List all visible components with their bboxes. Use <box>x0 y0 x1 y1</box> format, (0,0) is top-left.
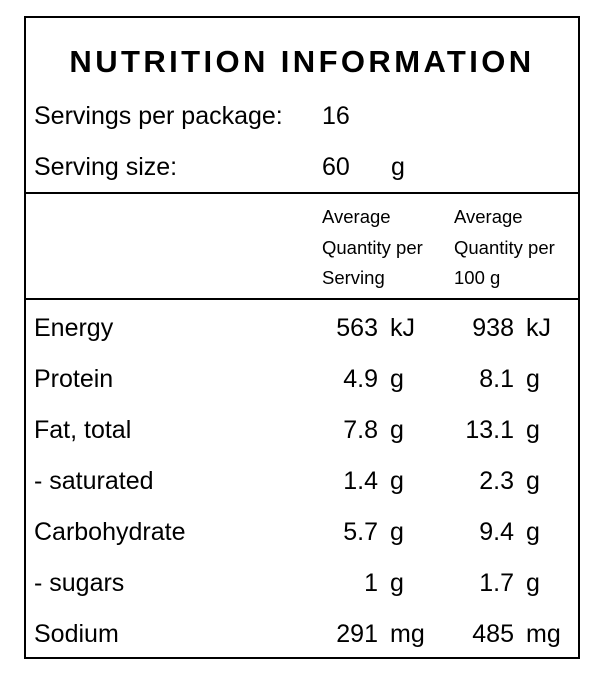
per-100g-value: 485 <box>472 620 514 648</box>
per-100g-value: 9.4 <box>479 518 514 546</box>
column-header-line: Quantity per <box>454 236 555 258</box>
per-100g-unit: g <box>526 518 540 546</box>
per-100g-value: 2.3 <box>479 467 514 495</box>
per-serving-value: 4.9 <box>343 365 378 393</box>
nutrient-name: Fat, total <box>34 416 132 444</box>
per-serving-unit: g <box>390 365 404 393</box>
nutrient-name: Protein <box>34 365 114 393</box>
column-header-per-serving: Average Quantity per Serving <box>322 202 452 294</box>
serving-size-unit: g <box>391 153 405 181</box>
servings-per-package-value: 16 <box>322 102 350 130</box>
per-100g-value: 1.7 <box>479 569 514 597</box>
per-serving-value: 5.7 <box>343 518 378 546</box>
per-serving-value: 1.4 <box>343 467 378 495</box>
per-100g-unit: g <box>526 569 540 597</box>
nutrient-row-sugars: - sugars 1 g 1.7 g <box>26 569 578 620</box>
nutrient-name: - saturated <box>34 467 154 495</box>
per-100g-unit: mg <box>526 620 561 648</box>
per-serving-value: 291 <box>336 620 378 648</box>
per-serving-value: 7.8 <box>343 416 378 444</box>
nutrient-name: - sugars <box>34 569 125 597</box>
nutrient-row-energy: Energy 563 kJ 938 kJ <box>26 314 578 365</box>
column-header-line: Serving <box>322 267 385 288</box>
per-serving-unit: g <box>390 569 404 597</box>
per-serving-unit: mg <box>390 620 425 648</box>
per-serving-unit: g <box>390 467 404 495</box>
nutrient-row-sodium: Sodium 291 mg 485 mg <box>26 620 578 671</box>
servings-per-package-label: Servings per package: <box>34 102 283 130</box>
nutrient-row-fat-total: Fat, total 7.8 g 13.1 g <box>26 416 578 467</box>
per-100g-unit: g <box>526 416 540 444</box>
per-100g-value: 13.1 <box>465 416 514 444</box>
per-100g-unit: g <box>526 467 540 495</box>
per-serving-unit: g <box>390 416 404 444</box>
nutrient-row-protein: Protein 4.9 g 8.1 g <box>26 365 578 416</box>
column-header-line: Quantity per <box>322 236 423 258</box>
nutrient-row-saturated: - saturated 1.4 g 2.3 g <box>26 467 578 518</box>
per-serving-unit: g <box>390 518 404 546</box>
column-header-per-100g: Average Quantity per 100 g <box>454 202 584 294</box>
nutrient-name: Carbohydrate <box>34 518 186 546</box>
per-100g-unit: g <box>526 365 540 393</box>
per-100g-value: 8.1 <box>479 365 514 393</box>
column-header-line: Average <box>322 206 391 227</box>
divider-header <box>26 298 578 300</box>
per-serving-unit: kJ <box>390 314 415 342</box>
nutrient-name: Sodium <box>34 620 119 648</box>
serving-size-value: 60 <box>322 153 350 181</box>
per-serving-value: 563 <box>336 314 378 342</box>
nutrient-row-carbohydrate: Carbohydrate 5.7 g 9.4 g <box>26 518 578 569</box>
nutrition-panel: NUTRITION INFORMATION Servings per packa… <box>24 16 580 659</box>
per-100g-value: 938 <box>472 314 514 342</box>
panel-title: NUTRITION INFORMATION <box>69 44 535 79</box>
per-serving-value: 1 <box>364 569 378 597</box>
per-100g-unit: kJ <box>526 314 551 342</box>
column-header-line: Average <box>454 206 523 227</box>
divider-top <box>26 192 578 194</box>
nutrient-name: Energy <box>34 314 114 342</box>
serving-size-label: Serving size: <box>34 153 178 181</box>
column-header-line: 100 g <box>454 267 501 288</box>
